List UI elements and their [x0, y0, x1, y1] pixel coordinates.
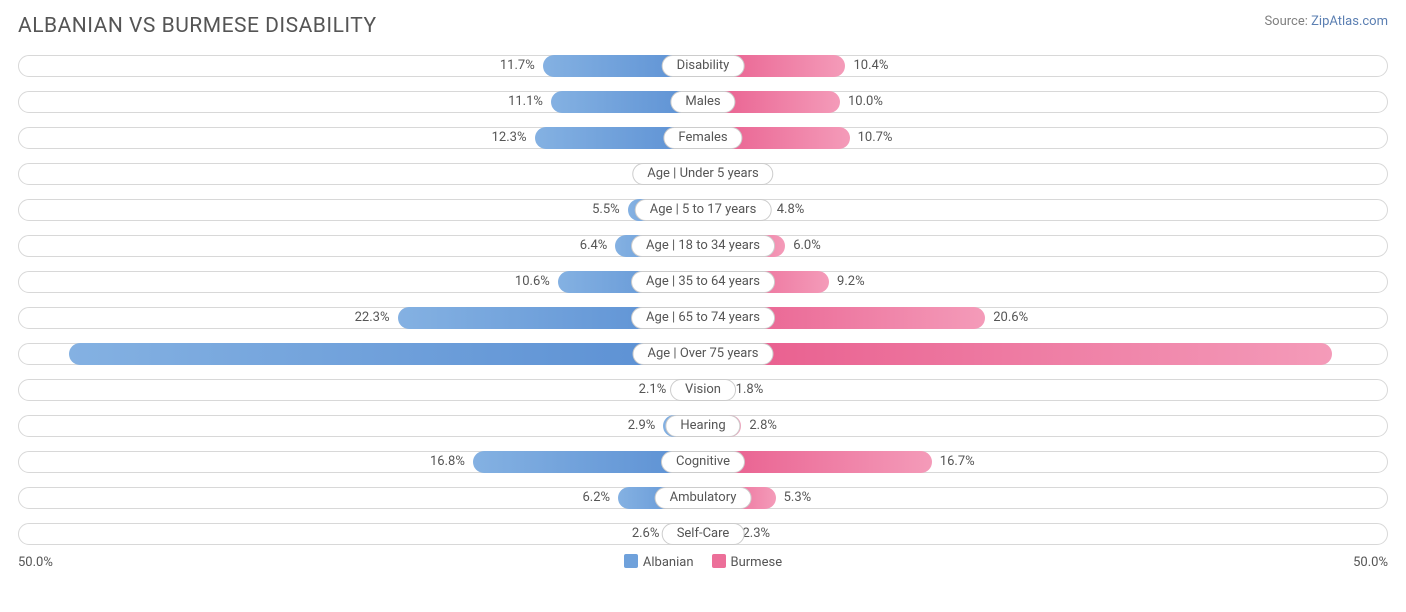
- row-label-pill: Hearing: [665, 415, 740, 437]
- axis-right-label: 50.0%: [1353, 555, 1388, 570]
- value-albanian: 12.3%: [492, 127, 535, 149]
- value-albanian: 46.3%: [18, 343, 652, 365]
- row-label-pill: Age | 65 to 74 years: [631, 307, 775, 329]
- row-label-pill: Ambulatory: [655, 487, 752, 509]
- legend-item: Burmese: [712, 554, 783, 570]
- chart-area: 11.7% 10.4% Disability 11.1% 10.0% Males 12.3%…: [18, 50, 1388, 550]
- value-burmese: 5.3%: [776, 487, 812, 509]
- row-label-pill: Age | Over 75 years: [633, 343, 774, 365]
- chart-row: 2.1%1.8%Vision: [18, 374, 1388, 406]
- value-albanian: 6.4%: [580, 235, 616, 257]
- row-label-pill: Males: [670, 91, 735, 113]
- row-label-pill: Age | 35 to 64 years: [631, 271, 775, 293]
- value-burmese: 10.0%: [840, 91, 883, 113]
- value-burmese: 10.4%: [845, 55, 888, 77]
- source-label: Source:: [1264, 14, 1307, 29]
- value-albanian: 16.8%: [430, 451, 473, 473]
- value-burmese: 2.8%: [741, 415, 777, 437]
- value-burmese: 10.7%: [850, 127, 893, 149]
- source-link[interactable]: ZipAtlas.com: [1311, 14, 1388, 29]
- value-albanian: 2.1%: [639, 379, 675, 401]
- chart-row: 2.9% 2.8%Hearing: [18, 410, 1388, 442]
- chart-row: 1.1%1.1%Age | Under 5 years: [18, 158, 1388, 190]
- chart-row: 2.6%2.3%Self-Care: [18, 518, 1388, 550]
- chart-row: 11.7% 10.4% Disability: [18, 50, 1388, 82]
- chart-row: 6.2% 5.3% Ambulatory: [18, 482, 1388, 514]
- chart-row: 46.3% 45.9%Age | Over 75 years: [18, 338, 1388, 370]
- legend: Albanian Burmese: [624, 554, 782, 570]
- chart-row: 22.3% 20.6% Age | 65 to 74 years: [18, 302, 1388, 334]
- value-albanian: 10.6%: [515, 271, 558, 293]
- row-label-pill: Self-Care: [662, 523, 745, 545]
- legend-label: Albanian: [643, 555, 694, 570]
- value-albanian: 5.5%: [592, 199, 628, 221]
- chart-row: 6.4% 6.0% Age | 18 to 34 years: [18, 230, 1388, 262]
- value-burmese: 16.7%: [932, 451, 975, 473]
- value-albanian: 2.9%: [628, 415, 664, 437]
- value-burmese: 9.2%: [829, 271, 865, 293]
- row-label-pill: Age | Under 5 years: [632, 163, 773, 185]
- value-burmese: 6.0%: [785, 235, 821, 257]
- source-attribution: Source: ZipAtlas.com: [1264, 14, 1388, 29]
- page-title: ALBANIAN VS BURMESE DISABILITY: [18, 14, 377, 38]
- legend-item: Albanian: [624, 554, 694, 570]
- row-label-pill: Age | 18 to 34 years: [631, 235, 775, 257]
- axis-left-label: 50.0%: [18, 555, 53, 570]
- row-label-pill: Disability: [662, 55, 745, 77]
- row-label-pill: Cognitive: [661, 451, 745, 473]
- value-albanian: 6.2%: [583, 487, 619, 509]
- legend-label: Burmese: [731, 555, 783, 570]
- chart-container: ALBANIAN VS BURMESE DISABILITY Source: Z…: [0, 0, 1406, 612]
- chart-row: 16.8% 16.7% Cognitive: [18, 446, 1388, 478]
- value-albanian: 22.3%: [355, 307, 398, 329]
- legend-swatch: [624, 554, 638, 568]
- value-burmese: 20.6%: [985, 307, 1028, 329]
- row-label-pill: Age | 5 to 17 years: [635, 199, 772, 221]
- legend-swatch: [712, 554, 726, 568]
- chart-row: 10.6% 9.2% Age | 35 to 64 years: [18, 266, 1388, 298]
- chart-row: 11.1% 10.0% Males: [18, 86, 1388, 118]
- chart-row: 12.3% 10.7% Females: [18, 122, 1388, 154]
- value-burmese: 45.9%: [759, 343, 1388, 365]
- value-burmese: 4.8%: [769, 199, 805, 221]
- value-albanian: 11.7%: [500, 55, 543, 77]
- row-label-pill: Females: [663, 127, 742, 149]
- axis-row: 50.0% Albanian Burmese 50.0%: [18, 554, 1388, 570]
- chart-row: 5.5% 4.8%Age | 5 to 17 years: [18, 194, 1388, 226]
- value-albanian: 11.1%: [508, 91, 551, 113]
- header: ALBANIAN VS BURMESE DISABILITY Source: Z…: [18, 14, 1388, 38]
- row-label-pill: Vision: [670, 379, 736, 401]
